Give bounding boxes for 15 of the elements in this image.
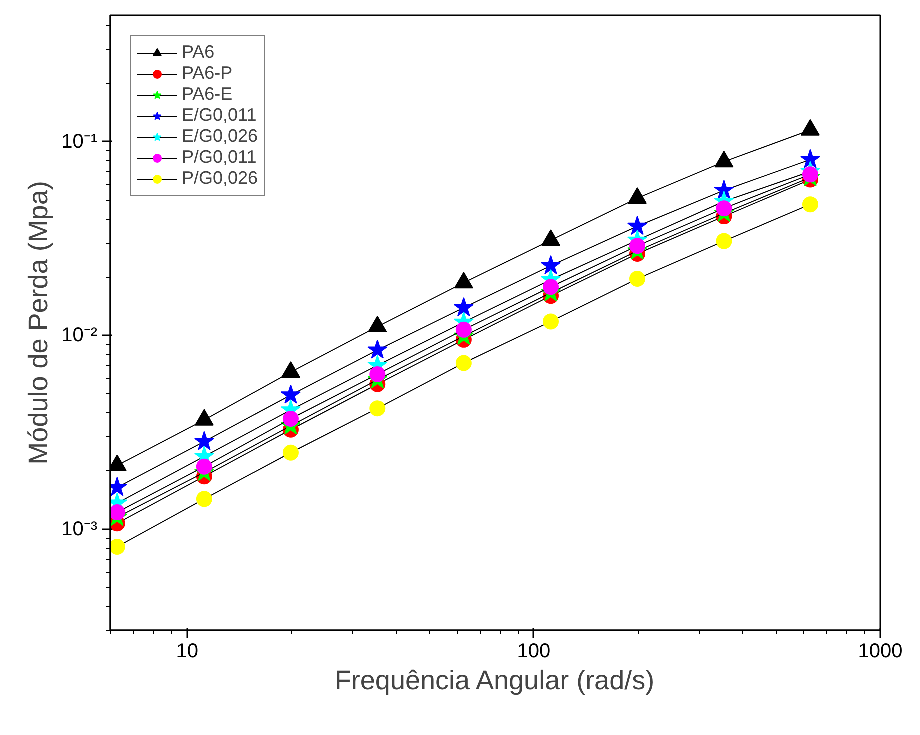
legend-label: PA6-E bbox=[182, 84, 233, 105]
legend-label: E/G0,011 bbox=[182, 105, 257, 126]
legend-label: P/G0,026 bbox=[182, 168, 258, 189]
x-tick-label: 10 bbox=[176, 640, 199, 662]
x-tick-label: 1000 bbox=[858, 640, 903, 662]
legend-label: E/G0,026 bbox=[182, 126, 258, 147]
x-tick-label: 100 bbox=[517, 640, 551, 662]
y-tick-label: 10⁻¹ bbox=[62, 130, 98, 153]
y-axis-title: Módulo de Perda (Mpa) bbox=[24, 181, 54, 465]
y-tick-label: 10⁻² bbox=[62, 324, 98, 347]
x-axis-title: Frequência Angular (rad/s) bbox=[334, 666, 655, 696]
legend-label: PA6-P bbox=[182, 63, 233, 84]
legend-label: P/G0,011 bbox=[182, 147, 257, 168]
legend-label: PA6 bbox=[182, 42, 215, 63]
y-tick-label: 10⁻³ bbox=[62, 518, 98, 540]
